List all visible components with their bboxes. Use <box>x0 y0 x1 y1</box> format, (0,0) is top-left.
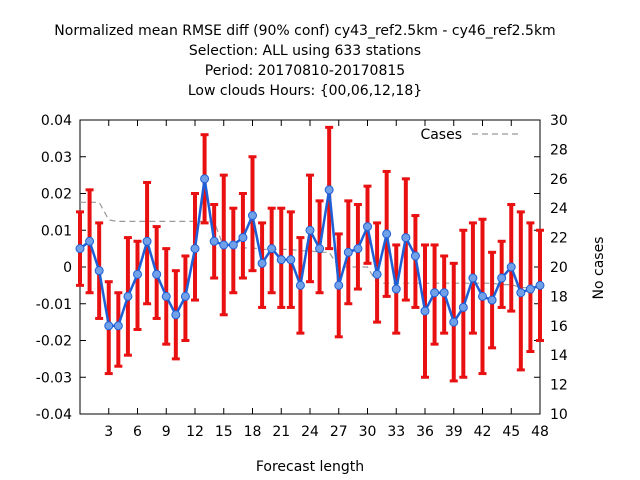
x-tick-label: 9 <box>162 424 171 440</box>
title-line-3: Period: 20170810-20170815 <box>205 63 405 79</box>
data-point <box>363 222 372 232</box>
data-point <box>200 174 210 184</box>
x-axis-label: Forecast length <box>256 459 364 475</box>
x-tick-label: 27 <box>330 424 348 440</box>
data-point <box>209 236 219 246</box>
data-point <box>305 225 315 235</box>
data-point <box>238 233 248 243</box>
data-point <box>324 185 334 195</box>
y-tick-label: 0.02 <box>41 187 72 203</box>
data-point <box>315 244 325 254</box>
data-point <box>420 306 430 316</box>
y2-tick-label: 10 <box>550 407 568 423</box>
x-tick-label: 30 <box>359 424 377 440</box>
data-point <box>104 321 114 331</box>
data-point <box>334 280 344 290</box>
y-tick-label: -0.04 <box>36 407 72 423</box>
x-tick-label: 3 <box>104 424 113 440</box>
x-tick-label: 21 <box>272 424 290 440</box>
data-point <box>478 291 487 301</box>
data-point <box>487 295 497 305</box>
x-tick-label: 12 <box>186 424 204 440</box>
title-line-2: Selection: ALL using 633 stations <box>189 43 421 59</box>
data-point <box>382 229 392 239</box>
x-tick-label: 33 <box>387 424 405 440</box>
data-point <box>343 247 353 257</box>
y2-tick-label: 20 <box>550 260 568 276</box>
data-point <box>228 240 238 250</box>
y-tick-label: -0.02 <box>36 334 72 350</box>
legend: Cases <box>420 127 520 143</box>
data-point <box>113 321 123 331</box>
y2-tick-label: 16 <box>550 319 568 335</box>
data-point <box>257 258 267 268</box>
y2-tick-label: 18 <box>550 289 568 305</box>
x-tick-label: 15 <box>215 424 233 440</box>
data-point <box>276 255 286 265</box>
data-point <box>94 266 104 276</box>
legend-label: Cases <box>420 127 462 143</box>
data-point <box>180 291 190 301</box>
axes: -0.04 -0.03 -0.02 -0.01 0 0.01 0.02 0.03 0.04 10 1… <box>36 113 568 440</box>
y2-tick-label: 22 <box>550 231 568 247</box>
data-point <box>458 302 468 312</box>
y-tick-label: 0.01 <box>41 223 72 239</box>
x-tick-label: 24 <box>301 424 319 440</box>
y2-tick-label: 28 <box>550 142 568 158</box>
data-point <box>286 255 296 265</box>
data-point <box>248 211 257 221</box>
x-tick-label: 45 <box>502 424 520 440</box>
y-tick-label: 0 <box>63 260 72 276</box>
data-point <box>161 291 171 301</box>
data-point <box>295 280 305 290</box>
data-point <box>123 291 133 301</box>
data-point <box>75 244 85 254</box>
y-tick-label: -0.03 <box>36 370 72 386</box>
data-point <box>190 244 200 254</box>
title-line-4: Low clouds Hours: {00,06,12,18} <box>188 83 422 99</box>
data-point <box>506 262 516 272</box>
y2-axis-label: No cases <box>591 237 607 300</box>
data-point <box>372 269 382 279</box>
data-point <box>142 236 152 246</box>
data-point <box>516 288 526 298</box>
data-point <box>430 288 440 298</box>
y-tick-label: 0.04 <box>41 113 72 129</box>
chart-title: Normalized mean RMSE diff (90% conf) cy4… <box>54 23 555 99</box>
y-tick-label: 0.03 <box>41 150 72 166</box>
data-point <box>449 317 459 327</box>
y2-tick-label: 24 <box>550 201 568 217</box>
data-point <box>267 244 277 254</box>
y2-tick-label: 14 <box>550 348 568 364</box>
title-line-1: Normalized mean RMSE diff (90% conf) cy4… <box>54 23 555 39</box>
data-point <box>439 288 449 298</box>
y-tick-label: -0.01 <box>36 297 72 313</box>
y2-tick-label: 12 <box>550 378 568 394</box>
data-point <box>535 280 545 290</box>
data-point <box>171 310 181 320</box>
data-point <box>497 273 507 283</box>
y2-tick-label: 26 <box>550 172 568 188</box>
plot-area <box>75 125 545 383</box>
data-point <box>468 273 478 283</box>
x-tick-label: 48 <box>531 424 549 440</box>
x-tick-label: 6 <box>133 424 142 440</box>
data-point <box>410 251 420 261</box>
data-point <box>133 269 142 279</box>
x-tick-label: 36 <box>416 424 434 440</box>
data-point <box>353 244 363 254</box>
data-point <box>401 233 411 243</box>
data-point <box>525 284 535 294</box>
data-point <box>85 236 95 246</box>
data-point <box>152 269 162 279</box>
data-point <box>391 284 401 294</box>
x-tick-label: 42 <box>474 424 492 440</box>
data-point <box>219 240 229 250</box>
x-tick-label: 39 <box>445 424 463 440</box>
x-tick-label: 18 <box>244 424 262 440</box>
y2-tick-label: 30 <box>550 113 568 129</box>
